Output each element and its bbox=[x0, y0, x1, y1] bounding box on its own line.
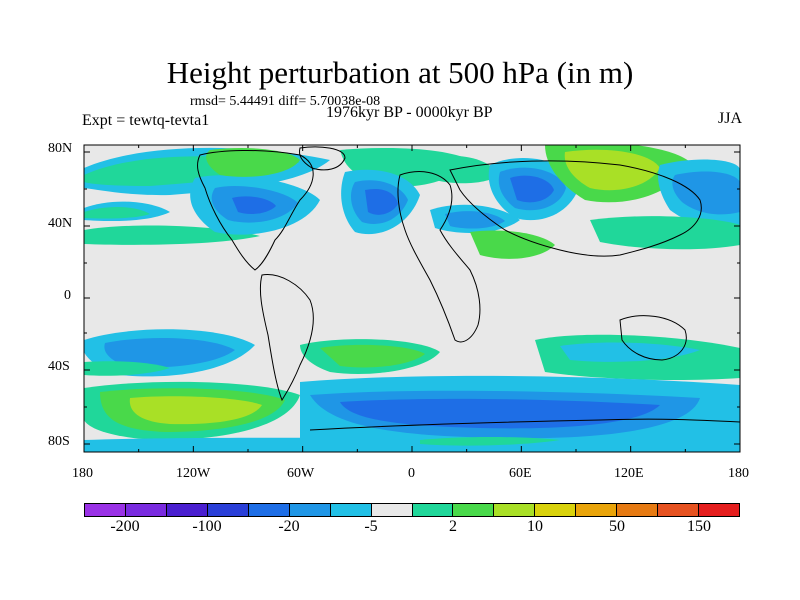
colorbar-segment bbox=[371, 504, 413, 516]
lon-label: 180 bbox=[72, 466, 93, 481]
plot-title: Height perturbation at 500 hPa (in m) bbox=[166, 55, 634, 90]
lat-label: 80S bbox=[48, 434, 70, 449]
contour-region bbox=[672, 171, 740, 215]
contour-region bbox=[445, 211, 505, 229]
contour-region bbox=[320, 344, 425, 368]
colorbar-segment bbox=[166, 504, 208, 516]
contour-region bbox=[232, 196, 276, 214]
contour-fill bbox=[84, 145, 740, 452]
colorbar-label: 150 bbox=[687, 518, 711, 535]
colorbar-label: 50 bbox=[609, 518, 625, 535]
contour-region bbox=[84, 206, 150, 219]
lon-label: 120W bbox=[176, 466, 211, 481]
contour-region bbox=[129, 396, 262, 425]
colorbar-segment bbox=[494, 504, 536, 516]
colorbar bbox=[84, 503, 740, 517]
contour-region bbox=[430, 155, 500, 184]
lat-label: 80N bbox=[48, 141, 73, 156]
colorbar-label: -20 bbox=[278, 518, 300, 535]
colorbar-label: -200 bbox=[110, 518, 140, 535]
colorbar-segment bbox=[125, 504, 167, 516]
lat-label: 40S bbox=[48, 359, 70, 374]
period-label: 1976kyr BP - 0000kyr BP bbox=[326, 104, 493, 121]
colorbar-segment bbox=[658, 504, 700, 516]
asia-coast bbox=[449, 160, 702, 257]
antarctica-coast bbox=[309, 418, 740, 431]
lon-label: 60E bbox=[509, 466, 532, 481]
contour-region bbox=[104, 337, 235, 368]
contour-region bbox=[365, 188, 398, 215]
colorbar-segment bbox=[207, 504, 249, 516]
experiment-label: Expt = tewtq-tevta1 bbox=[82, 112, 210, 129]
colorbar-segment bbox=[85, 504, 126, 516]
lat-label: 40N bbox=[48, 216, 73, 231]
colorbar-label: 2 bbox=[449, 518, 457, 535]
contour-region bbox=[564, 149, 660, 191]
europe-africa-coast bbox=[397, 171, 481, 343]
contour-region bbox=[590, 216, 740, 250]
colorbar-label: 10 bbox=[527, 518, 543, 535]
colorbar-segment bbox=[412, 504, 454, 516]
greenland-coast bbox=[299, 146, 346, 171]
season-label: JJA bbox=[718, 110, 743, 127]
colorbar-segment bbox=[248, 504, 290, 516]
contour-region bbox=[84, 436, 740, 452]
lon-label: 0 bbox=[408, 466, 415, 481]
stats-label: rmsd= 5.44491 diff= 5.70038e-08 bbox=[190, 94, 381, 109]
colorbar-segment bbox=[576, 504, 618, 516]
colorbar-label: -5 bbox=[364, 518, 378, 535]
australia-coast bbox=[619, 315, 687, 361]
colorbar-segment bbox=[617, 504, 659, 516]
contour-region bbox=[84, 361, 170, 376]
contour-region bbox=[420, 437, 560, 446]
south-america-coast bbox=[259, 274, 314, 402]
contour-region bbox=[340, 398, 660, 429]
contour-region bbox=[510, 175, 554, 203]
colorbar-label: -100 bbox=[192, 518, 222, 535]
colorbar-segment bbox=[535, 504, 577, 516]
contour-region bbox=[206, 148, 300, 177]
colorbar-segment bbox=[289, 504, 331, 516]
colorbar-segment bbox=[453, 504, 495, 516]
colorbar-segment bbox=[699, 504, 739, 516]
colorbar-segment bbox=[330, 504, 372, 516]
lon-label: 120E bbox=[614, 466, 644, 481]
lat-label: 0 bbox=[64, 288, 71, 303]
axis-ticks bbox=[83, 145, 741, 452]
contour-region bbox=[470, 230, 555, 259]
lon-label: 180 bbox=[728, 466, 749, 481]
lon-label: 60W bbox=[287, 466, 315, 481]
contour-region bbox=[560, 342, 700, 362]
coastlines bbox=[197, 146, 740, 431]
